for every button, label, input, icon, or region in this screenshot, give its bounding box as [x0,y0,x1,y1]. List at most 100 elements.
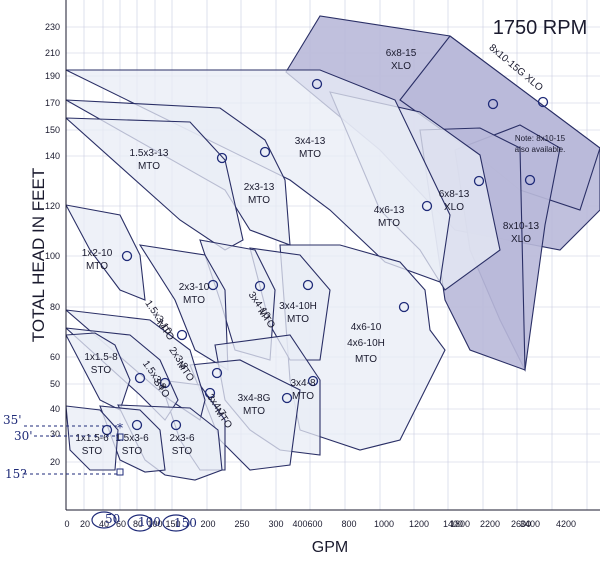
operating-point-mark [204,387,216,399]
region-1x1-5-8 [66,332,131,411]
x-tick-label: 60 [116,519,126,529]
region-sublabel-1-5x3-6: STO [122,446,143,457]
region-1-5x3-6 [99,405,166,473]
operating-point-mark [207,279,219,291]
operating-point-mark [537,96,549,108]
x-tick-label: 150 [165,519,180,529]
handwritten-annotation: 35' [3,413,22,427]
region-label-4x6-13: 4x6-13 [374,205,405,216]
region-label-6x8-13: 6x8-13 [439,189,470,200]
region-sublabel-4x6-10-2: MTO [355,354,377,365]
y-tick-label: 120 [45,201,60,211]
region-label-3x4-8g: 3x4-8G [238,393,271,404]
region-sublabel-4x6-10: 4x6-10H [347,338,385,349]
x-tick-label: 300 [268,519,283,529]
region-sublabel-3x4-8g: MTO [243,406,265,417]
operating-point-mark [170,419,182,431]
y-tick-label: 210 [45,48,60,58]
region-label-1x1-5-8: 1x1.5-8 [84,352,118,363]
x-axis-label: GPM [312,539,348,556]
x-tick-label: 600 [307,519,322,529]
handwritten-annotation: 50 [105,512,120,526]
x-tick-label: 80 [133,519,143,529]
region-sublabel-1x1-5-6: STO [82,446,103,457]
handwritten-annotation: 15? [5,467,27,481]
region-sublabel-1x1-5-8: STO [91,365,112,376]
region-sublabel-2x3-13: MTO [248,195,270,206]
y-tick-label: 190 [45,71,60,81]
region-label-3x4-10h: 3x4-10H [279,301,317,312]
region-sublabel-2x3-10: MTO [183,295,205,306]
region-label-2x3-13: 2x3-13 [244,182,275,193]
region-sublabel-6x8-15: XLO [391,61,411,72]
operating-point-mark [211,367,223,379]
handwritten-annotation: 150 [174,516,197,530]
y-tick-label: 150 [45,125,60,135]
operating-point-marks [101,78,549,436]
region-1x2-10 [66,204,146,301]
operating-point-mark [302,279,314,291]
region-sublabel-3x4-13: MTO [299,149,321,160]
region-sublabel-3x4-10h: MTO [287,314,309,325]
y-tick-label: 50 [50,379,60,389]
y-tick-label: 170 [45,98,60,108]
operating-point-mark [259,146,271,158]
region-sublabel-2x3-6: STO [172,446,193,457]
x-tick-label: 1200 [409,519,429,529]
chart-title: 1750 RPM [493,17,588,39]
handwritten-annotation: 30' [14,429,33,443]
y-tick-label: 100 [45,251,60,261]
region-label-2x3-6: 2x3-6 [169,433,194,444]
handwritten-circle [91,511,117,529]
x-tick-label: 4200 [556,519,576,529]
operating-point-mark [216,152,228,164]
handwritten-circle [162,514,190,532]
region-sublabel-8x10-13: XLO [511,234,531,245]
handwritten-annotations: 35'30'15?50 100 150* [3,413,197,532]
x-tick-label: 250 [234,519,249,529]
axes [65,0,600,511]
operating-point-mark [307,375,319,387]
x-tick-label: 40 [99,519,109,529]
region-1-5x3-13 [66,117,244,251]
x-tick-label: 400 [292,519,307,529]
x-tick-label: 3400 [520,519,540,529]
operating-point-mark [254,280,266,292]
square-mark [116,468,124,476]
y-tick-label: 80 [50,302,60,312]
operating-point-mark [134,372,146,384]
region-label-8x10-13: 8x10-13 [503,221,540,232]
x-tick-label: 100 [147,519,162,529]
region-label-2x3-10: 2x3-10 [179,282,210,293]
region-sublabel-6x8-13: XLO [444,202,464,213]
operating-point-mark [131,419,143,431]
x-tick-label: 200 [200,519,215,529]
x-tick-label: 1400 [443,519,463,529]
y-tick-label: 140 [45,151,60,161]
operating-point-mark [121,250,133,262]
x-tick-label: 0 [64,519,69,529]
x-tick-label: 1000 [374,519,394,529]
region-label-1x2-10: 1x2-10 [82,248,113,259]
square-mark [116,433,124,441]
x-tick-label: 20 [80,519,90,529]
x-tick-label: 1800 [450,519,470,529]
x-tick-label: 800 [341,519,356,529]
asterisk-mark: * [117,421,123,435]
y-tick-label: 40 [50,404,60,414]
x-tick-label: 2600 [511,519,531,529]
region-label-1x1-5-6: 1x1.5-6 [75,433,109,444]
region-sublabel-1-5x3-13: MTO [138,161,160,172]
region-label-6x8-15: 6x8-15 [386,48,417,59]
y-axis-label: TOTAL HEAD IN FEET [29,168,48,342]
y-tick-label: 20 [50,457,60,467]
operating-point-mark [281,392,293,404]
operating-point-mark [176,329,188,341]
region-label-4x6-10: 4x6-10 [351,322,382,333]
region-label-1-5x3-13: 1.5x3-13 [130,148,169,159]
operating-point-mark [524,174,536,186]
region-1x1-5-6 [66,405,119,471]
operating-point-mark [159,377,171,389]
